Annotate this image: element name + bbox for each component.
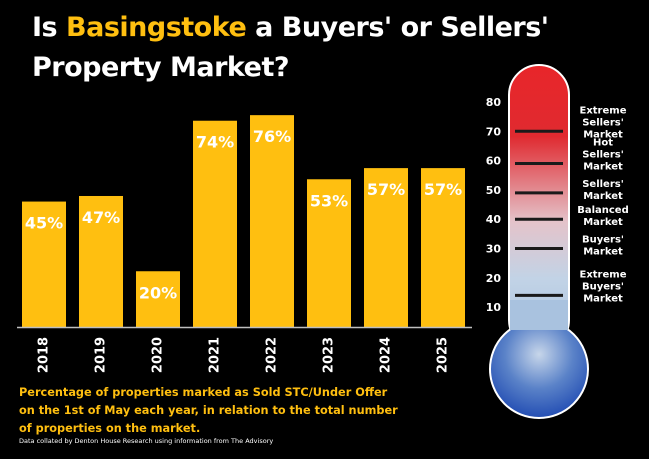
thermometer-bulb <box>489 319 589 419</box>
thermometer: 8070605040302010ExtremeSellers'MarketHot… <box>486 64 629 419</box>
title-line2: Property Market? <box>32 52 290 83</box>
bar-2025 <box>421 168 465 327</box>
bar-2024 <box>364 168 408 327</box>
x-tick-2022: 2022 <box>265 337 280 373</box>
zone-label-0-2: Market <box>583 129 623 140</box>
bar-2021 <box>193 120 237 327</box>
data-label-2020: 20% <box>139 283 177 302</box>
thermometer-neck <box>510 300 568 330</box>
thermo-tick-10: 10 <box>486 301 502 314</box>
zone-label-1-0: Hot <box>593 138 613 149</box>
title-suffix: a Buyers' or Sellers' <box>246 12 549 43</box>
title-prefix: Is <box>32 12 67 43</box>
x-tick-2021: 2021 <box>208 337 223 373</box>
data-label-2021: 74% <box>196 133 234 152</box>
x-tick-2018: 2018 <box>37 337 52 373</box>
chart-footnote: Percentage of properties marked as Sold … <box>19 386 398 435</box>
zone-label-4-1: Market <box>583 247 623 258</box>
zone-label-0-0: Extreme <box>580 105 627 116</box>
data-credit: Data collated by Denton House Research u… <box>19 437 274 445</box>
zone-label-5-0: Extreme <box>580 269 627 280</box>
thermo-tick-70: 70 <box>486 125 502 138</box>
thermo-tick-30: 30 <box>486 243 502 256</box>
thermo-tick-20: 20 <box>486 272 502 285</box>
data-label-2018: 45% <box>25 214 63 233</box>
data-label-2022: 76% <box>253 127 291 146</box>
data-label-2025: 57% <box>424 180 462 199</box>
bar-2019 <box>79 195 123 327</box>
x-tick-2020: 2020 <box>151 337 166 373</box>
zone-label-3-1: Market <box>583 217 623 228</box>
zone-label-5-1: Buyers' <box>582 281 624 292</box>
zone-label-1-1: Sellers' <box>582 150 624 161</box>
bar-2022 <box>250 115 294 328</box>
thermo-tick-40: 40 <box>486 213 502 226</box>
x-tick-2019: 2019 <box>94 337 109 373</box>
x-tick-2025: 2025 <box>436 337 451 373</box>
title-town: Basingstoke <box>66 12 247 43</box>
zone-label-3-0: Balanced <box>577 205 629 216</box>
bar-2020 <box>136 271 180 327</box>
zone-label-2-0: Sellers' <box>582 179 624 190</box>
bar-2018 <box>22 201 66 327</box>
bar-series: 45% 2018 47% 2019 20% 2020 74% 2021 76% 2022 53% 20… <box>17 115 472 373</box>
zone-label-5-2: Market <box>583 293 623 304</box>
data-label-2024: 57% <box>367 180 405 199</box>
data-label-2019: 47% <box>82 208 120 227</box>
zone-label-4-0: Buyers' <box>582 235 624 246</box>
data-label-2023: 53% <box>310 191 348 210</box>
thermo-tick-60: 60 <box>486 155 502 168</box>
x-tick-2024: 2024 <box>379 337 394 373</box>
page-title: Is Basingstoke a Buyers' or Sellers' Pro… <box>32 8 552 88</box>
zone-label-2-1: Market <box>583 191 623 202</box>
bar-2023 <box>307 179 351 327</box>
thermo-tick-80: 80 <box>486 96 502 109</box>
zone-label-0-1: Sellers' <box>582 117 624 128</box>
zone-label-1-2: Market <box>583 162 623 173</box>
x-tick-2023: 2023 <box>322 337 337 373</box>
thermo-tick-50: 50 <box>486 184 502 197</box>
